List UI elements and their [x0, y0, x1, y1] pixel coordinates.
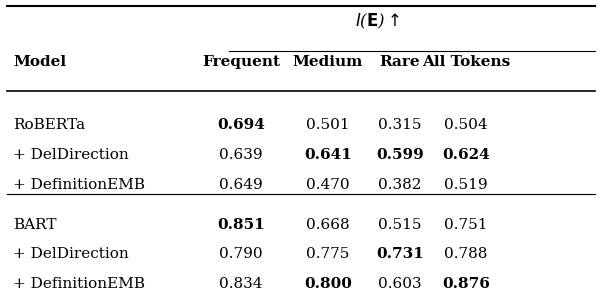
Text: All Tokens: All Tokens: [421, 55, 510, 68]
Text: 0.382: 0.382: [378, 177, 421, 192]
Text: 0.834: 0.834: [219, 277, 263, 290]
Text: 0.603: 0.603: [378, 277, 421, 290]
Text: Medium: Medium: [293, 55, 363, 68]
Text: 0.599: 0.599: [376, 148, 424, 162]
Text: Rare: Rare: [379, 55, 420, 68]
Text: 0.851: 0.851: [217, 218, 265, 231]
Text: 0.800: 0.800: [304, 277, 352, 290]
Text: 0.470: 0.470: [306, 177, 350, 192]
Text: BART: BART: [13, 218, 57, 231]
Text: + DelDirection: + DelDirection: [13, 148, 129, 162]
Text: 0.641: 0.641: [304, 148, 352, 162]
Text: 0.694: 0.694: [217, 118, 265, 132]
Text: 0.668: 0.668: [306, 218, 350, 231]
Text: 0.790: 0.790: [219, 247, 263, 261]
Text: 0.775: 0.775: [306, 247, 350, 261]
Text: 0.731: 0.731: [376, 247, 424, 261]
Text: RoBERTa: RoBERTa: [13, 118, 85, 132]
Text: 0.315: 0.315: [378, 118, 421, 132]
Text: 0.504: 0.504: [444, 118, 488, 132]
Text: + DefinitionEMB: + DefinitionEMB: [13, 177, 145, 192]
Text: 0.788: 0.788: [444, 247, 488, 261]
Text: 0.515: 0.515: [378, 218, 421, 231]
Text: 0.751: 0.751: [444, 218, 488, 231]
Text: 0.501: 0.501: [306, 118, 350, 132]
Text: Model: Model: [13, 55, 66, 68]
Text: 0.639: 0.639: [219, 148, 263, 162]
Text: 0.649: 0.649: [219, 177, 263, 192]
Text: Frequent: Frequent: [202, 55, 280, 68]
Text: + DelDirection: + DelDirection: [13, 247, 129, 261]
Text: 0.624: 0.624: [442, 148, 489, 162]
Text: 0.876: 0.876: [442, 277, 489, 290]
Text: $I$($\mathbf{E}$)$\uparrow$: $I$($\mathbf{E}$)$\uparrow$: [355, 12, 400, 31]
Text: + DefinitionEMB: + DefinitionEMB: [13, 277, 145, 290]
Text: 0.519: 0.519: [444, 177, 488, 192]
